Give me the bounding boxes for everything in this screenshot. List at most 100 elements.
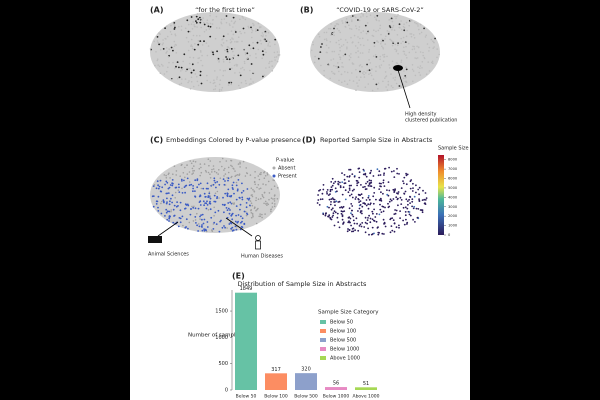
embedding-point	[205, 207, 208, 210]
embedding-point	[343, 80, 346, 82]
sample-point	[360, 193, 363, 196]
embedding-point	[183, 53, 186, 56]
embedding-point	[203, 40, 205, 43]
embedding-point	[189, 56, 191, 59]
embedding-point	[207, 171, 210, 174]
embedding-point	[213, 206, 215, 209]
sample-point	[386, 193, 389, 196]
embedding-point	[177, 189, 180, 191]
embedding-point	[403, 46, 405, 49]
embedding-point	[405, 68, 408, 71]
sample-point	[349, 168, 352, 171]
embedding-point	[436, 56, 438, 59]
sample-point	[368, 233, 370, 236]
sample-point	[404, 211, 407, 213]
embedding-point	[189, 30, 192, 33]
embedding-point	[199, 182, 202, 185]
embedding-point	[166, 50, 168, 53]
embedding-point	[273, 51, 276, 54]
embedding-point	[400, 37, 403, 40]
embedding-point	[278, 54, 281, 56]
embedding-point	[230, 83, 232, 86]
embedding-point	[224, 203, 226, 206]
embedding-point	[339, 56, 341, 58]
embedding-point	[203, 228, 206, 231]
embedding-point	[413, 37, 416, 39]
embedding-point	[209, 81, 212, 84]
embedding-point	[222, 61, 225, 63]
sample-point	[415, 207, 418, 210]
embedding-point	[403, 29, 406, 32]
embedding-point	[224, 69, 226, 72]
embedding-point	[186, 19, 189, 22]
embedding-point	[203, 192, 206, 195]
sample-point	[408, 213, 411, 216]
embedding-point	[274, 59, 276, 61]
embedding-point	[208, 164, 210, 167]
embedding-point	[374, 16, 376, 19]
embedding-point	[250, 194, 253, 196]
embedding-point	[338, 70, 340, 73]
sample-point	[392, 198, 395, 200]
embedding-point	[225, 160, 228, 162]
embedding-point	[328, 64, 330, 66]
embedding-point	[212, 223, 215, 225]
embedding-point	[410, 19, 412, 22]
embedding-point	[185, 218, 188, 221]
embedding-point	[214, 70, 216, 72]
embedding-point	[369, 72, 372, 74]
sample-point	[340, 212, 343, 215]
embedding-point	[224, 226, 227, 229]
embedding-point	[355, 27, 358, 30]
embedding-point	[340, 45, 343, 47]
embedding-point	[434, 37, 436, 40]
sample-point	[373, 220, 376, 222]
embedding-point	[191, 167, 194, 170]
sample-point	[390, 225, 393, 228]
embedding-point	[256, 41, 259, 44]
embedding-point	[218, 183, 221, 186]
embedding-point	[333, 50, 336, 53]
embedding-point	[166, 201, 168, 204]
sample-point	[411, 205, 413, 208]
embedding-point	[165, 202, 168, 205]
embedding-point	[336, 27, 339, 30]
embedding-point	[338, 43, 341, 46]
embedding-point	[188, 184, 191, 187]
embedding-point	[349, 27, 351, 30]
embedding-point	[216, 50, 219, 53]
embedding-point	[182, 60, 184, 63]
embedding-point	[201, 218, 203, 221]
legend-swatch	[320, 338, 326, 342]
embedding-point	[175, 170, 178, 172]
embedding-point	[227, 188, 230, 191]
embedding-point	[228, 81, 231, 84]
embedding-point	[260, 42, 263, 45]
embedding-point	[206, 226, 209, 228]
embedding-point	[375, 19, 378, 22]
embedding-point	[153, 40, 155, 43]
embedding-point	[255, 222, 258, 225]
embedding-point	[224, 167, 226, 170]
embedding-point	[163, 73, 166, 75]
embedding-point	[157, 210, 160, 212]
sample-point	[368, 198, 371, 201]
sample-point	[346, 175, 349, 178]
embedding-point	[221, 39, 223, 41]
sample-point	[362, 168, 365, 171]
embedding-point	[242, 190, 245, 192]
embedding-point	[350, 53, 352, 55]
embedding-point	[220, 18, 223, 21]
embedding-point	[273, 200, 276, 202]
sample-point	[383, 223, 385, 225]
embedding-point	[243, 62, 246, 65]
sample-point	[403, 223, 406, 226]
embedding-point	[212, 165, 215, 167]
embedding-point	[417, 23, 419, 25]
embedding-point	[209, 173, 211, 175]
embedding-point	[275, 56, 278, 58]
sample-point	[380, 185, 382, 188]
sample-point	[411, 200, 414, 203]
embedding-point	[193, 165, 195, 167]
embedding-point	[339, 49, 341, 52]
